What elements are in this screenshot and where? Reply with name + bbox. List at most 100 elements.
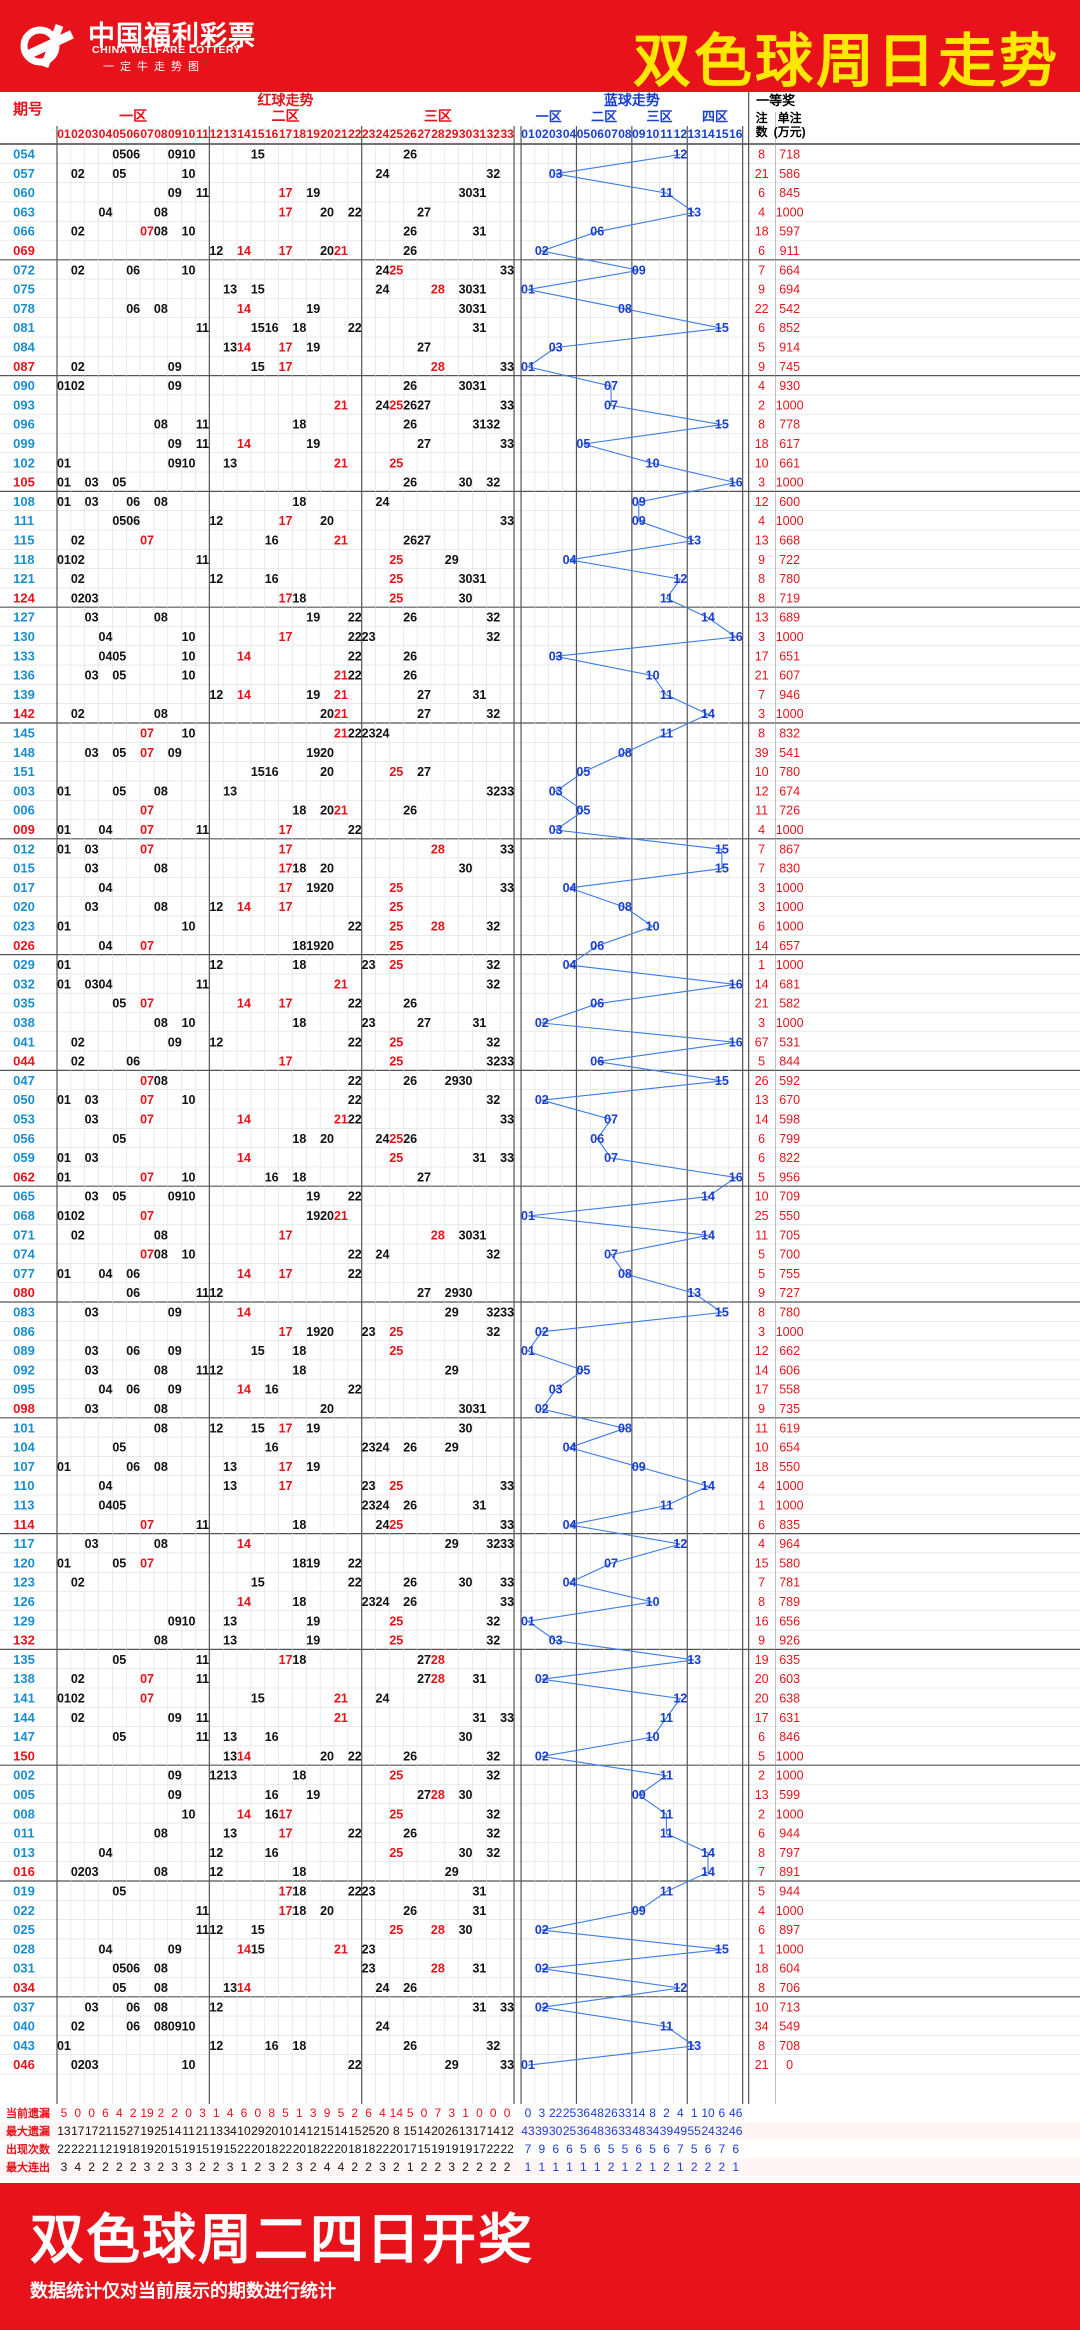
- red-ball-mark: 01: [57, 1267, 71, 1281]
- blue-ball-mark: 06: [590, 997, 604, 1011]
- red-ball-mark: 10: [182, 263, 196, 277]
- red-ball-mark: 24: [376, 1981, 390, 1995]
- red-ball-mark: 18: [292, 804, 306, 818]
- blue-ball-mark: 14: [701, 1228, 715, 1242]
- prize-amount: 550: [779, 1460, 800, 1474]
- blue-ball-mark: 02: [535, 1325, 549, 1339]
- header-red-num: 19: [307, 127, 321, 141]
- period-label: 041: [13, 1034, 35, 1049]
- period-label: 003: [13, 783, 35, 798]
- red-ball-mark: 26: [403, 1576, 417, 1590]
- period-label: 144: [13, 1710, 35, 1725]
- prize-amount: 781: [779, 1576, 800, 1590]
- red-ball-mark: 18: [292, 1170, 306, 1184]
- header-red-num: 10: [182, 127, 196, 141]
- blue-ball-mark: 11: [660, 186, 673, 200]
- period-label: 120: [13, 1555, 35, 1570]
- prize-count: 14: [755, 1363, 769, 1377]
- blue-ball-mark: 12: [673, 1692, 687, 1706]
- red-ball-mark: 26: [403, 148, 417, 162]
- header-blue-num: 13: [687, 127, 701, 141]
- prize-amount: 930: [779, 379, 800, 393]
- red-ball-mark: 03: [85, 1402, 99, 1416]
- prize-count: 11: [755, 1228, 768, 1242]
- blue-ball-mark: 04: [563, 881, 577, 895]
- red-ball-mark: 18: [292, 862, 306, 876]
- red-ball-mark: 19: [306, 341, 320, 355]
- header-red-num: 18: [293, 127, 307, 141]
- red-ball-mark: 22: [348, 1827, 362, 1841]
- red-ball-mark: 31: [472, 688, 486, 702]
- blue-ball-mark: 12: [673, 148, 687, 162]
- table-row: 028 04 09 14 15 21 23 15 1 1000: [13, 1941, 803, 1956]
- red-ball-mark: 12: [209, 572, 223, 586]
- red-ball-mark: 32: [486, 630, 500, 644]
- red-ball-mark: 06: [126, 1962, 140, 1976]
- prize-count: 6: [758, 321, 765, 335]
- red-ball-mark: 03: [85, 1151, 99, 1165]
- period-label: 107: [13, 1459, 35, 1474]
- period-label: 017: [13, 880, 35, 895]
- red-ball-mark: 13: [223, 1730, 237, 1744]
- red-ball-mark: 07: [140, 842, 154, 856]
- prize-amount: 1000: [776, 1749, 804, 1763]
- table-row: 043 01 12 16 18 26 32 13 8 708: [13, 2038, 800, 2053]
- table-row: 074 07 08 10 22 24 32 07 5 700: [13, 1247, 800, 1262]
- header-blue-num: 03: [549, 127, 563, 141]
- table-row: 151 15 16 20 25 27 05 10 780: [13, 764, 800, 779]
- red-ball-mark: 10: [182, 630, 196, 644]
- prize-count: 11: [755, 804, 768, 818]
- stats-blue-value: 1: [538, 2160, 545, 2174]
- stats-red-value: 12: [500, 2124, 514, 2138]
- blue-ball-mark: 02: [535, 2000, 549, 2014]
- stats-red-value: 19: [182, 2142, 196, 2156]
- red-ball-mark: 01: [57, 379, 71, 393]
- red-ball-mark: 24: [376, 283, 390, 297]
- prize-count: 10: [755, 1190, 769, 1204]
- header-red-num: 17: [279, 127, 293, 141]
- red-ball-mark: 32: [486, 1325, 500, 1339]
- stats-red-value: 19: [459, 2142, 473, 2156]
- header-blue-section: 蓝球走势: [604, 92, 660, 108]
- stats-red-value: 10: [237, 2124, 251, 2138]
- stats-red-value: 2: [171, 2106, 178, 2120]
- prize-count: 13: [755, 534, 769, 548]
- blue-ball-mark: 11: [660, 1827, 673, 1841]
- red-ball-mark: 08: [154, 784, 168, 798]
- blue-ball-mark: 11: [660, 727, 673, 741]
- prize-count: 8: [758, 1595, 765, 1609]
- prize-amount: 1000: [776, 1942, 804, 1956]
- red-ball-mark: 17: [279, 1460, 293, 1474]
- stats-blue-value: 0: [525, 2106, 532, 2120]
- stats-red-value: 19: [140, 2106, 154, 2120]
- prize-count: 8: [758, 1981, 765, 1995]
- table-row: 092 03 08 11 12 18 29 05 14 606: [13, 1362, 800, 1377]
- red-ball-mark: 21: [334, 688, 348, 702]
- period-label: 025: [13, 1922, 35, 1937]
- period-label: 005: [13, 1787, 35, 1802]
- table-row: 090 01 02 09 26 30 31 07 4 930: [13, 378, 800, 393]
- red-ball-mark: 23: [362, 958, 376, 972]
- period-label: 057: [13, 166, 35, 181]
- blue-ball-mark: 10: [646, 1595, 660, 1609]
- red-ball-mark: 08: [154, 862, 168, 876]
- red-ball-mark: 25: [389, 1923, 403, 1937]
- red-ball-mark: 19: [306, 1556, 320, 1570]
- period-label: 012: [13, 841, 35, 856]
- period-label: 139: [13, 687, 35, 702]
- period-label: 148: [13, 745, 35, 760]
- blue-ball-mark: 06: [590, 1132, 604, 1146]
- header-red-num: 01: [57, 127, 71, 141]
- red-ball-mark: 02: [71, 1711, 85, 1725]
- red-ball-mark: 10: [182, 167, 196, 181]
- red-ball-mark: 23: [362, 1595, 376, 1609]
- stats-red-value: 3: [199, 2106, 206, 2120]
- red-ball-mark: 14: [237, 997, 251, 1011]
- red-ball-mark: 25: [389, 263, 403, 277]
- table-row: 005 09 16 19 27 28 30 09 13 599: [13, 1787, 800, 1802]
- red-ball-mark: 27: [417, 707, 431, 721]
- blue-ball-mark: 07: [604, 379, 618, 393]
- table-row: 123 02 15 22 26 30 33 04 7 781: [13, 1575, 800, 1590]
- stats-row-bg: [0, 2104, 1080, 2122]
- red-ball-mark: 28: [431, 1962, 445, 1976]
